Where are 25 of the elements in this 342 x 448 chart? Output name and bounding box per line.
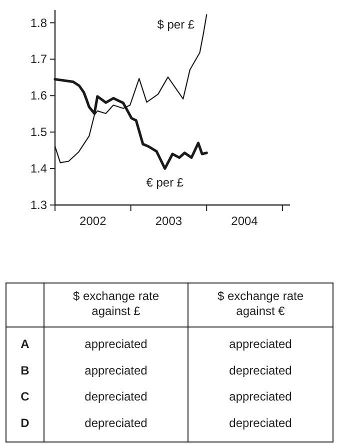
text: B xyxy=(20,363,30,378)
text: $ exchange rate against £ xyxy=(72,289,160,318)
y-tick-label: 1.6 xyxy=(30,88,48,103)
text: appreciated xyxy=(84,337,148,351)
y-tick-label: 1.3 xyxy=(30,198,48,212)
series-label: $ per £ xyxy=(157,18,195,32)
text: appreciated xyxy=(229,390,292,404)
x-tick-label: 2004 xyxy=(231,214,258,228)
text: depreciated xyxy=(229,416,292,430)
y-tick-label: 1.8 xyxy=(30,16,48,30)
text: C xyxy=(20,390,30,404)
y-tick-label: 1.4 xyxy=(30,162,48,176)
text: depreciated xyxy=(84,390,148,404)
text: D xyxy=(20,416,30,430)
text: appreciated xyxy=(84,363,148,378)
series-label: € per £ xyxy=(146,176,184,190)
x-tick-label: 2002 xyxy=(80,214,107,228)
x-tick-label: 2003 xyxy=(155,214,182,228)
text: $ exchange rate against € xyxy=(217,289,304,318)
text: depreciated xyxy=(229,363,292,378)
text: appreciated xyxy=(229,337,292,351)
text: A xyxy=(20,337,30,351)
text: depreciated xyxy=(84,416,148,430)
y-tick-label: 1.5 xyxy=(30,125,48,140)
y-tick-label: 1.7 xyxy=(30,52,48,66)
